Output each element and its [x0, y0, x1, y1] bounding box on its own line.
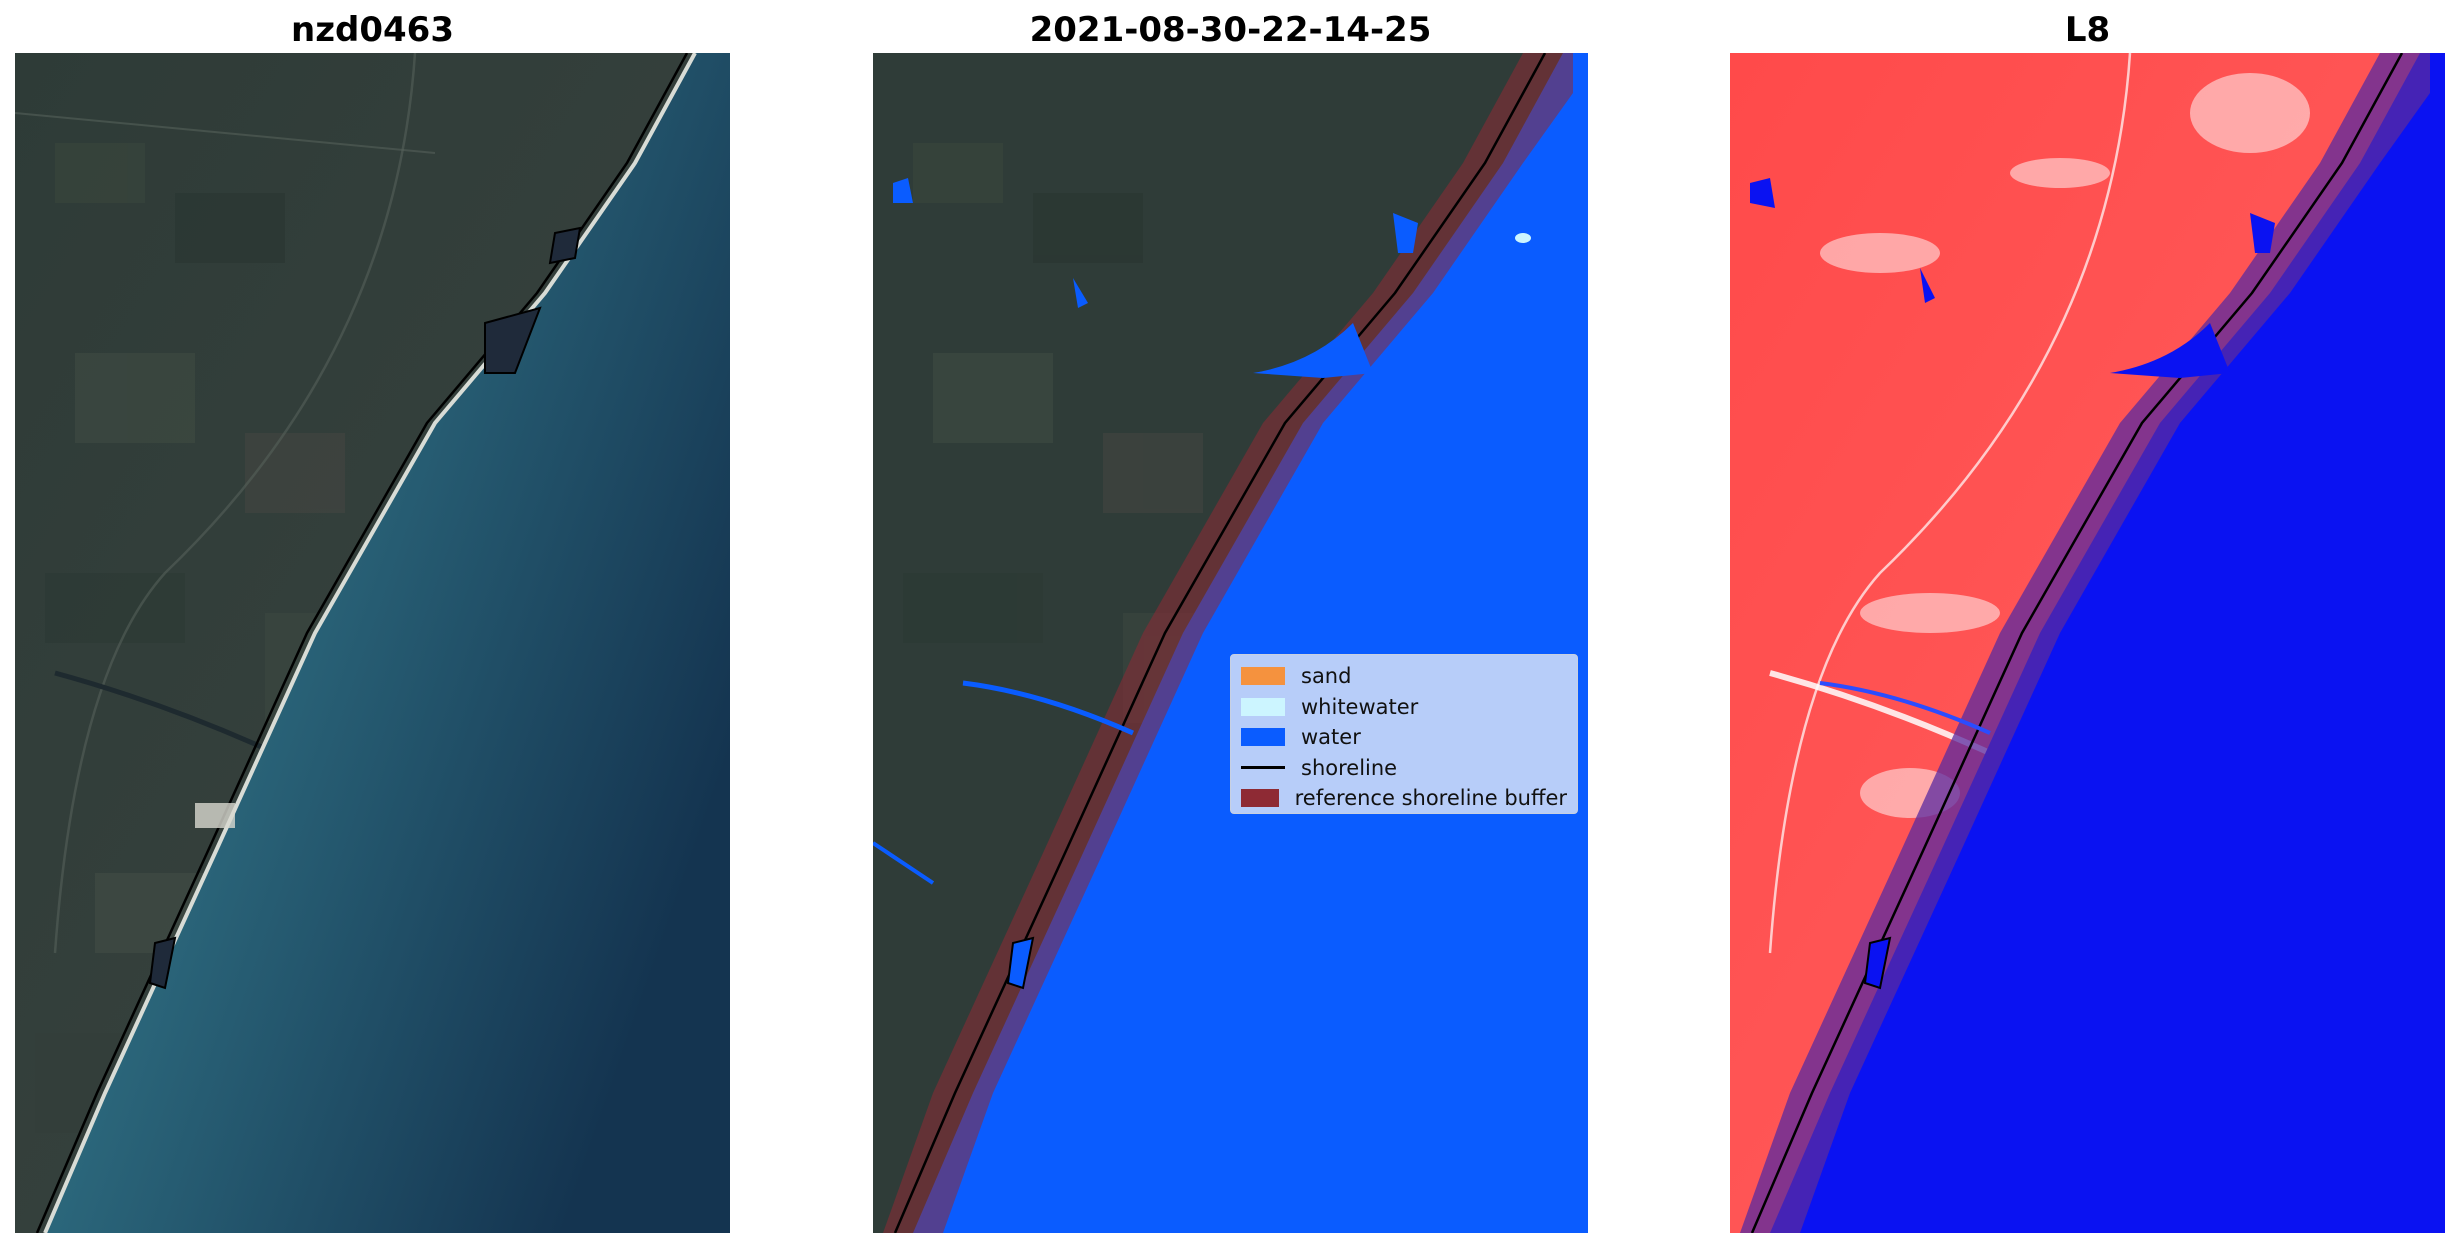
reference-shoreline-buffer: [883, 53, 1573, 1233]
classified-image-panel: [873, 53, 1588, 1233]
index-image-panel: [1730, 53, 2445, 1233]
panel-title-index: L8: [2064, 10, 2111, 50]
legend-item-shoreline: shoreline: [1241, 753, 1567, 784]
rgb-image: [15, 53, 730, 1233]
field-patches: [35, 143, 345, 1133]
panel-title-rgb: nzd0463: [291, 10, 454, 50]
legend-item-reference-shoreline-buffer: reference shoreline buffer: [1241, 783, 1567, 814]
index-image: [1730, 53, 2445, 1233]
classified-image: [873, 53, 1588, 1233]
legend-item-sand: sand: [1241, 661, 1567, 692]
legend-item-whitewater: whitewater: [1241, 692, 1567, 723]
rgb-image-panel: [15, 53, 730, 1233]
shoreline-line: [35, 53, 689, 1233]
panel-title-classified: 2021-08-30-22-14-25: [1029, 10, 1432, 50]
legend-item-water: water: [1241, 722, 1567, 753]
legend: sand whitewater water shoreline referenc…: [1230, 654, 1578, 814]
